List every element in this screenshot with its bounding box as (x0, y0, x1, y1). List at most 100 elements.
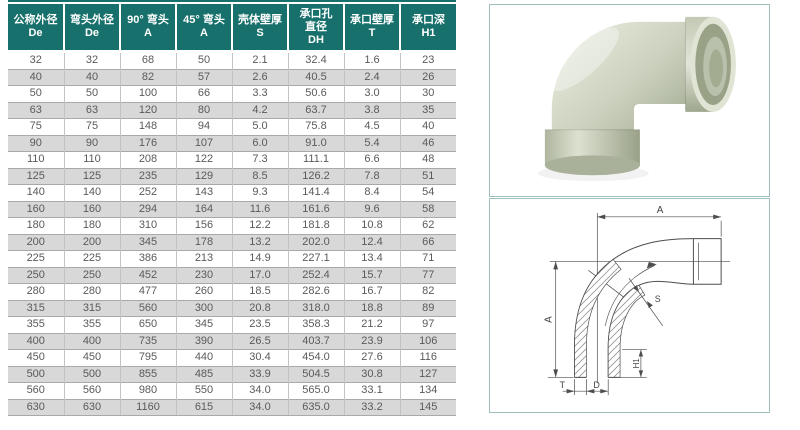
table-body: 32 32 68 50 2.1 32.4 1.6 23 40 40 82 57 2.6 40.5 2.4 26… (8, 51, 456, 416)
table-cell: 116 (399, 349, 456, 366)
table-cell: 280 (63, 283, 120, 300)
dim-line-a-top (597, 216, 722, 237)
table-cell: 82 (399, 283, 456, 300)
table-cell: 50 (63, 85, 120, 102)
product-photo-panel (489, 4, 770, 197)
table-cell: 13.2 (231, 233, 288, 251)
table-cell: 8.5 (231, 167, 288, 185)
table-cell: 454.0 (287, 349, 344, 366)
table-cell: 635.0 (287, 398, 344, 416)
table-cell: 94 (175, 118, 232, 135)
table-cell: 1.6 (343, 51, 400, 69)
table-row: 160 160 294 164 11.6 161.6 9.6 58 (8, 200, 456, 218)
table-cell: 13.4 (343, 250, 400, 267)
table-cell: 615 (175, 398, 232, 416)
table-cell: 160 (8, 200, 64, 218)
table-cell: 2.6 (231, 68, 288, 86)
arrow (600, 389, 609, 394)
table-cell: 12.4 (343, 233, 400, 251)
table-cell: 26 (399, 68, 456, 86)
dim-label-a-left: A (544, 316, 555, 323)
table-cell: 23 (399, 51, 456, 69)
table-cell: 80 (175, 101, 232, 119)
table-cell: 40.5 (287, 68, 344, 86)
table-cell: 26.5 (231, 332, 288, 350)
table-cell: 227.1 (287, 250, 344, 267)
table-cell: 90 (8, 134, 64, 152)
table-cell: 110 (8, 151, 64, 168)
table-cell: 63 (63, 101, 120, 119)
table-cell: 2.4 (343, 68, 400, 86)
table-cell: 160 (63, 200, 120, 218)
table-cell: 560 (119, 299, 176, 317)
table-cell: 62 (399, 217, 456, 234)
arrow (638, 370, 644, 378)
table-top-border (8, 0, 456, 2)
table-cell: 100 (119, 85, 176, 102)
table-cell: 235 (119, 167, 176, 185)
table-row: 180 180 310 156 12.2 181.8 10.8 62 (8, 217, 456, 234)
wall-leader-line (628, 278, 663, 327)
table-cell: 3.3 (231, 85, 288, 102)
table-cell: 400 (63, 332, 120, 350)
table-row: 75 75 148 94 5.0 75.8 4.5 40 (8, 118, 456, 135)
table-cell: 48 (399, 151, 456, 168)
table-cell: 315 (8, 299, 64, 317)
table-row: 400 400 735 390 26.5 403.7 23.9 106 (8, 332, 456, 350)
sweep-centerline (604, 265, 655, 326)
table-cell: 345 (119, 233, 176, 251)
table-cell: 386 (119, 250, 176, 267)
table-cell: 148 (119, 118, 176, 135)
header-row: 公称外径 De 弯头外径 De 90° 弯头 A 45° 弯头 A 壳体壁厚 S 承口孔 直径 DH 承口… (8, 4, 456, 53)
table-cell: 33.2 (343, 398, 400, 416)
arrow (566, 389, 575, 394)
table-cell: 32 (63, 51, 120, 69)
socket-outline (692, 238, 722, 285)
table-cell: 355 (63, 316, 120, 333)
table-row: 450 450 795 440 30.4 454.0 27.6 116 (8, 349, 456, 366)
table-cell: 315 (63, 299, 120, 317)
outer-wall-hatch (574, 258, 622, 378)
table-row: 315 315 560 300 20.8 318.0 18.8 89 (8, 299, 456, 317)
table-cell: 403.7 (287, 332, 344, 350)
column-header: 壳体壁厚 S (231, 4, 288, 53)
table-cell: 4.5 (343, 118, 400, 135)
table-cell: 75.8 (287, 118, 344, 135)
table-cell: 4.2 (231, 101, 288, 119)
table-cell: 66 (175, 85, 232, 102)
table-cell: 66 (399, 233, 456, 251)
table-cell: 97 (399, 316, 456, 333)
arrow (586, 389, 595, 394)
table-cell: 30.8 (343, 365, 400, 383)
arrow (553, 369, 559, 378)
dim-label-d: D (593, 380, 599, 390)
table-row: 200 200 345 178 13.2 202.0 12.4 66 (8, 233, 456, 251)
table-cell: 23.9 (343, 332, 400, 350)
table-cell: 68 (119, 51, 176, 69)
table-cell: 50 (8, 85, 64, 102)
table-cell: 91.0 (287, 134, 344, 152)
table-cell: 129 (175, 167, 232, 185)
table-cell: 500 (63, 365, 120, 383)
table-row: 50 50 100 66 3.3 50.6 3.0 30 (8, 85, 456, 102)
table-cell: 181.8 (287, 217, 344, 234)
table-cell: 2.1 (231, 51, 288, 69)
table-cell: 252.4 (287, 266, 344, 284)
table-cell: 89 (399, 299, 456, 317)
table-cell: 145 (399, 398, 456, 416)
arrow (553, 261, 559, 270)
dim-label-s: S (655, 294, 661, 304)
table-cell: 23.5 (231, 316, 288, 333)
table-cell: 75 (8, 118, 64, 135)
table-cell: 345 (175, 316, 232, 333)
table-cell: 21.2 (343, 316, 400, 333)
table-cell: 40 (63, 68, 120, 86)
table-row: 630 630 1160 615 34.0 635.0 33.2 145 (8, 398, 456, 416)
table-cell: 75 (63, 118, 120, 135)
table-cell: 46 (399, 134, 456, 152)
table-cell: 477 (119, 283, 176, 300)
table-header: 公称外径 De 弯头外径 De 90° 弯头 A 45° 弯头 A 壳体壁厚 S 承口孔 直径 DH 承口… (8, 4, 456, 53)
table-cell: 980 (119, 382, 176, 399)
table-cell: 9.6 (343, 200, 400, 218)
table-cell: 10.8 (343, 217, 400, 234)
